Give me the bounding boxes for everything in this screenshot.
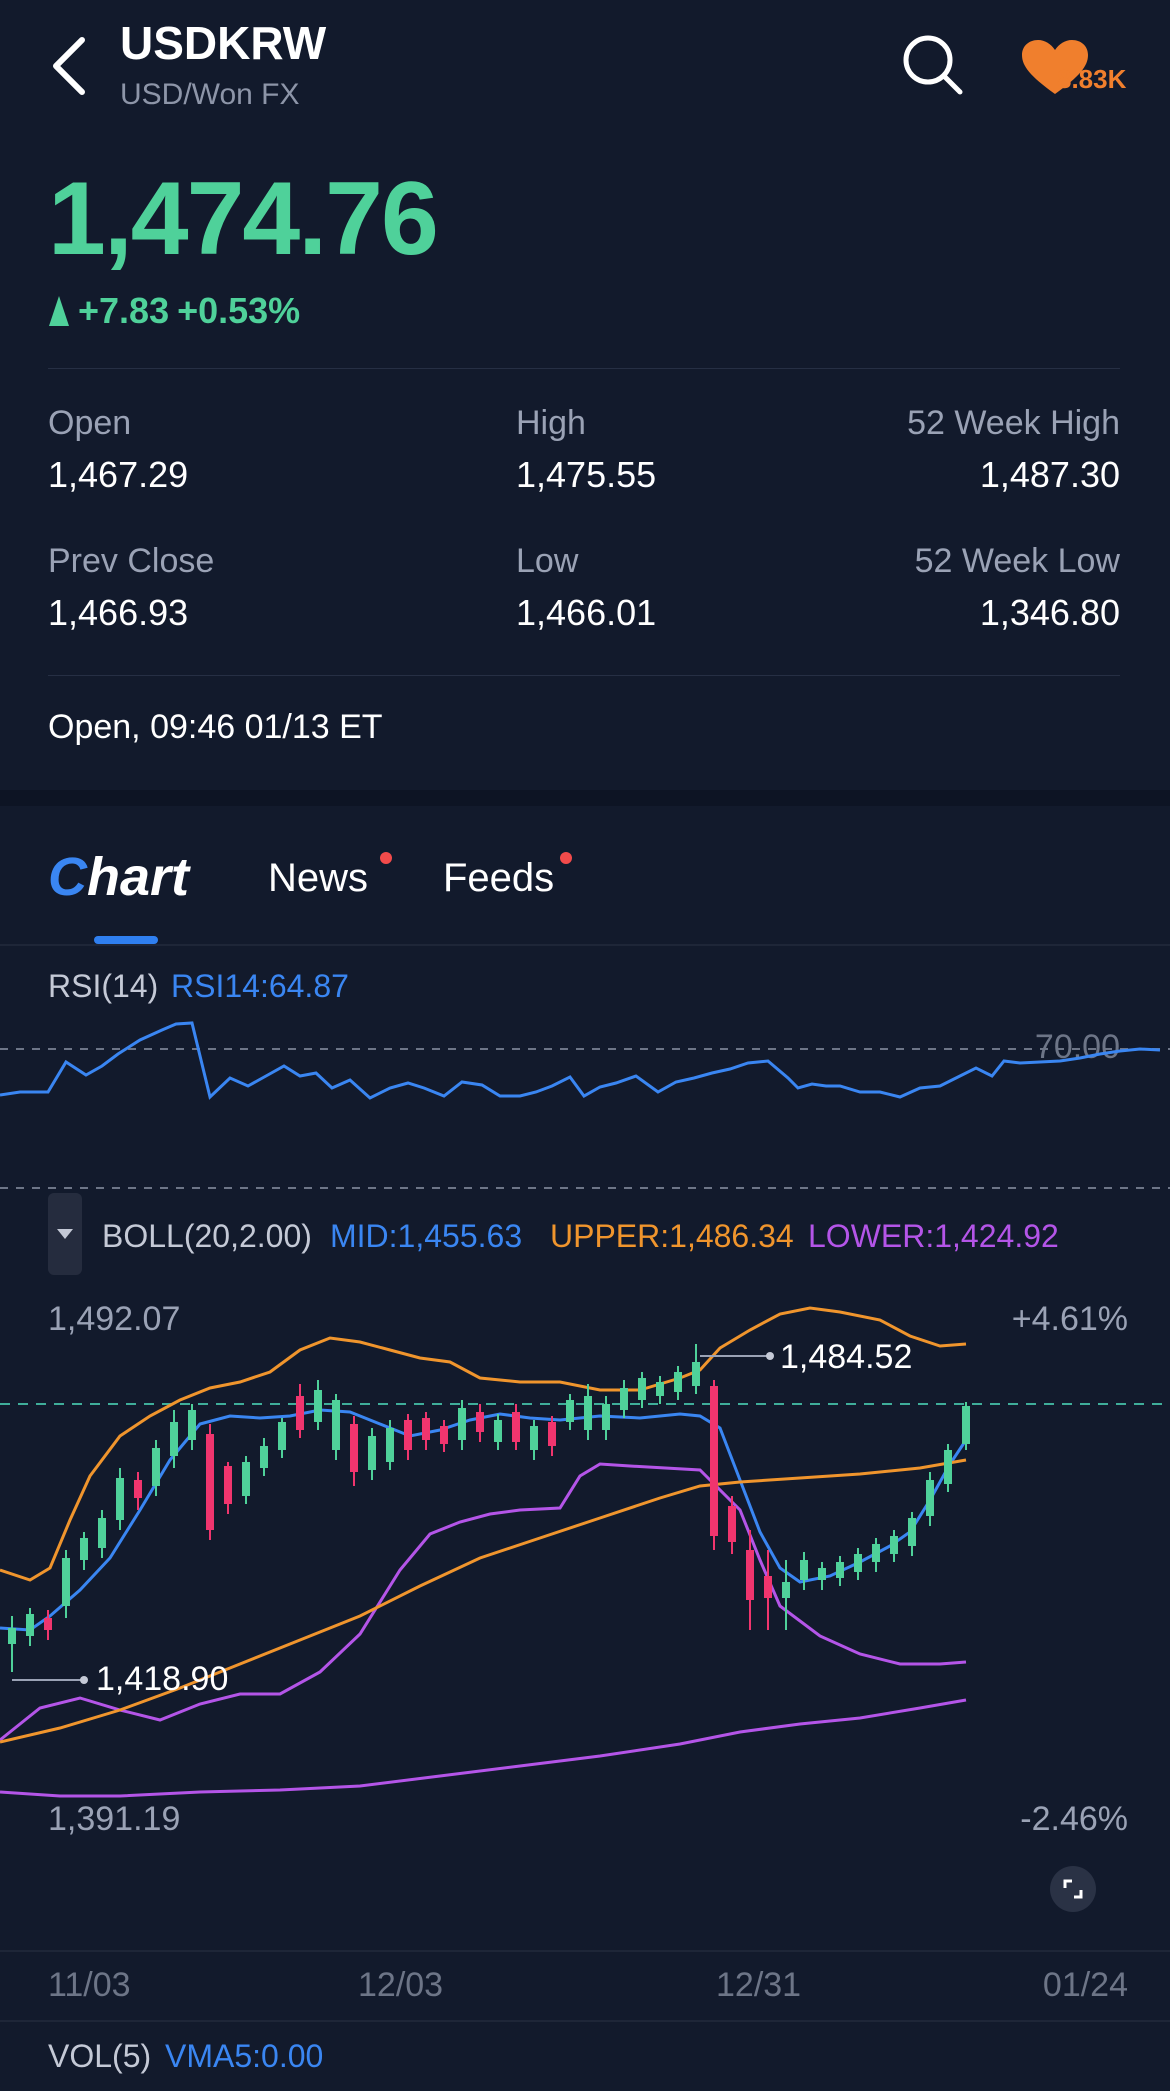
divider [0,2020,1170,2022]
boll-label: BOLL(20,2.00) [102,1218,312,1254]
high-marker-dot [766,1352,774,1360]
price-axis-bottom: 1,391.19 [48,1800,181,1838]
divider [0,1950,1170,1952]
quote-header-section: USDKRW USD/Won FX 8.83K 1,474.76 +7.83 +… [0,0,1170,790]
tab-feeds[interactable]: Feeds [443,856,555,900]
date-label-2: 12/03 [358,1966,444,2004]
boll-lower-line [0,1462,967,1742]
prev-close-label: Prev Close [48,542,215,580]
price-axis-top-percent: +4.61% [1011,1300,1128,1338]
tab-chart-rest: hart [87,847,190,907]
tab-chart-c: C [48,847,87,907]
open-value: 1,467.29 [48,454,189,495]
news-notification-dot [380,852,392,864]
price-axis-top: 1,492.07 [48,1300,181,1338]
tab-chart[interactable]: Chart [48,846,189,908]
boll-upper: UPPER:1,486.34 [550,1218,794,1254]
indicator-collapse-toggle[interactable] [48,1193,82,1275]
fullscreen-button[interactable] [1050,1866,1096,1912]
favorite-button[interactable] [1014,32,1134,102]
up-triangle-icon [49,296,69,326]
divider [0,944,1170,946]
week52-low-label: 52 Week Low [914,542,1120,580]
heart-icon [1022,40,1088,94]
candlesticks [8,1344,970,1672]
volume-label: VOL(5) [48,2038,152,2074]
boll-lower: LOWER:1,424.92 [808,1218,1059,1254]
section-separator [0,790,1170,806]
rsi-value: RSI14:64.87 [171,968,349,1004]
expand-icon [1063,1879,1083,1899]
low-label: Low [516,542,579,580]
price-axis-bottom-percent: -2.46% [1020,1800,1128,1838]
low-value: 1,466.01 [516,592,657,633]
change-percent: +0.53% [177,290,301,331]
date-label-1: 11/03 [48,1966,131,2004]
tab-news[interactable]: News [268,856,369,900]
tab-bar: Chart News Feeds [0,806,1170,946]
prev-close-value: 1,466.93 [48,592,189,633]
boll-upper-line [0,1306,967,1582]
market-status: Open, 09:46 01/13 ET [48,708,383,746]
open-label: Open [48,404,132,442]
rsi-label: RSI(14) [48,968,159,1004]
symbol-name: USD/Won FX [120,78,300,111]
back-arrow-icon[interactable] [44,30,94,100]
boll-mid-line [0,1408,968,1632]
high-value: 1,475.55 [516,454,657,495]
price-chart [0,1306,1170,1798]
price-change: +7.83 +0.53% [48,290,300,332]
divider [48,368,1120,369]
boll-mid: MID:1,455.63 [330,1218,523,1254]
active-tab-indicator [94,936,158,944]
week52-high-label: 52 Week High [907,404,1120,442]
high-marker-label: 1,484.52 [780,1338,913,1376]
date-label-3: 12/31 [716,1966,802,2004]
favorite-count: 8.83K [1057,64,1127,94]
feeds-notification-dot [560,852,572,864]
low-marker-label: 1,418.90 [96,1660,229,1698]
last-price: 1,474.76 [48,161,439,277]
week52-low-value: 1,346.80 [979,592,1120,633]
low-marker-dot [80,1676,88,1684]
search-icon[interactable] [898,30,968,100]
rsi-line [0,1021,1161,1100]
high-label: High [516,404,586,442]
change-value: +7.83 [78,290,170,331]
rsi-chart [0,1021,1170,1189]
divider [48,675,1120,676]
triangle-down-icon [57,1229,73,1239]
ma-long-purple-line [0,1698,967,1798]
symbol-title: USDKRW [120,17,327,69]
ma-long-orange-line [0,1458,967,1744]
week52-high-value: 1,487.30 [979,454,1120,495]
date-label-4: 01/24 [1042,1966,1128,2004]
volume-value: VMA5:0.00 [165,2038,324,2074]
